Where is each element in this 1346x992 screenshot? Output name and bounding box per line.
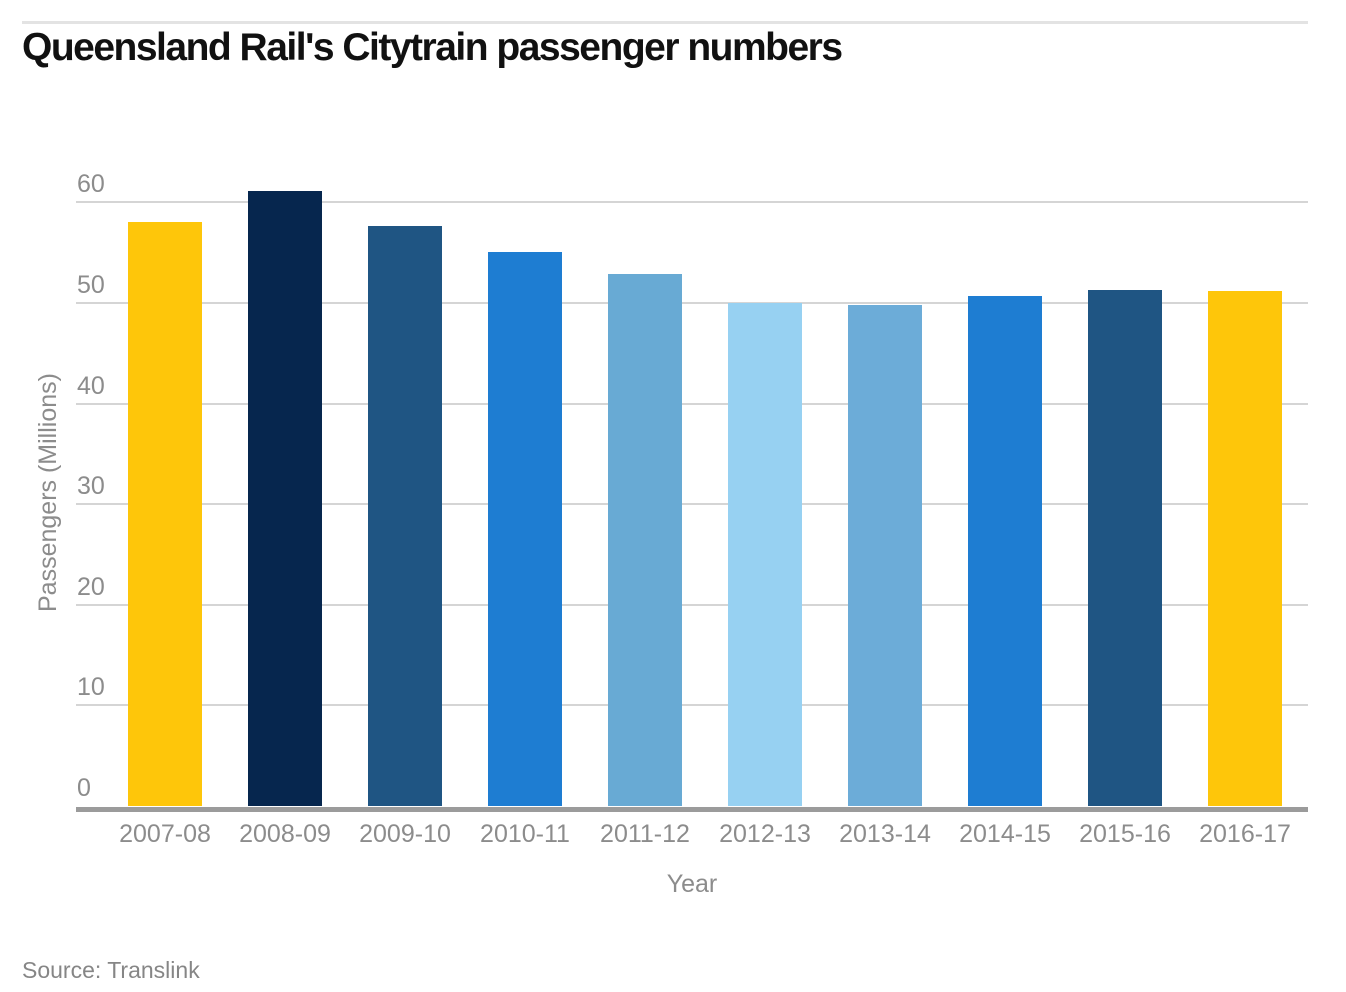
y-gridline-30 [76,503,1308,506]
source-note: Source: Translink [22,957,200,983]
bar-2013-14 [848,305,922,806]
x-tick-labels-row: 2007-08 2008-09 2009-10 2010-11 2011-12 2012-… [76,822,1308,852]
x-axis-title: Year [666,870,718,898]
x-tick-label-2012-13: 2012-13 [719,820,811,848]
x-tick-label-2011-12: 2011-12 [600,820,690,848]
y-tick-label-30: 30 [77,472,105,501]
y-gridline-50 [76,302,1308,304]
bar-2009-10 [368,226,442,806]
y-gridline-60 [76,201,1308,204]
bar-2016-17 [1208,291,1282,806]
x-tick-label-2013-14: 2013-14 [839,820,931,848]
y-axis-title: Passengers (Millions) [34,373,62,613]
x-axis-line [76,807,1308,812]
bar-2014-15 [968,296,1042,806]
y-tick-label-60: 60 [77,170,105,199]
x-tick-label-2016-17: 2016-17 [1199,820,1291,848]
bar-2007-08 [128,222,202,806]
plot-area: 0 10 20 30 40 50 60 [76,172,1308,812]
y-gridline-40 [76,402,1308,405]
x-tick-label-2007-08: 2007-08 [119,820,211,848]
y-tick-label-0: 0 [77,774,91,802]
x-tick-label-2014-15: 2014-15 [959,820,1051,848]
x-tick-label-2010-11: 2010-11 [480,820,570,848]
y-tick-label-50: 50 [77,271,105,299]
bar-2010-11 [488,252,562,806]
bar-2008-09 [248,191,322,806]
x-tick-label-2015-16: 2015-16 [1079,820,1171,848]
bar-2011-12 [608,274,682,806]
y-gridline-20 [76,603,1308,606]
header-divider [22,21,1308,24]
page-title: Queensland Rail's Citytrain passenger nu… [22,26,843,69]
y-tick-label-40: 40 [77,371,105,400]
x-tick-label-2009-10: 2009-10 [359,820,451,848]
x-tick-label-2008-09: 2008-09 [239,820,331,848]
bar-2012-13 [728,303,802,806]
bar-2015-16 [1088,290,1162,806]
y-tick-label-20: 20 [77,572,105,601]
y-tick-label-10: 10 [77,673,105,702]
y-gridline-10 [76,704,1308,707]
